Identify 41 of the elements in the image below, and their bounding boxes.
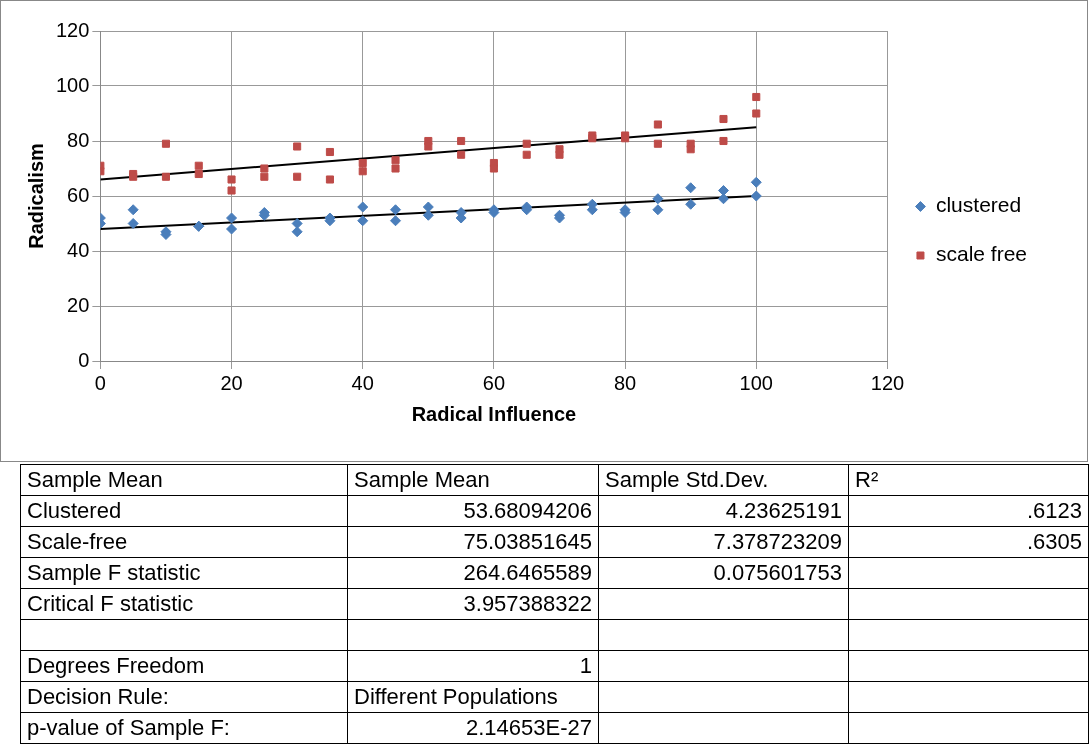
x-tick-label: 100 (739, 371, 773, 394)
category-label: R² (848, 464, 1089, 496)
x-tick-label: 20 (220, 371, 243, 394)
category-label: Critical F statistic (27, 591, 194, 616)
text: 0.075601753 (713, 560, 842, 585)
text: 7.378723209 (713, 529, 842, 554)
y-tick-label: 60 (67, 183, 90, 206)
category-label: Sample Std.Dev. (598, 464, 849, 496)
x-tick-label: 0 (94, 371, 106, 394)
x-tick-label: 80 (613, 371, 637, 394)
text: 1 (579, 653, 592, 678)
text: 264.6465589 (463, 560, 592, 585)
x-tick-label: 40 (351, 371, 374, 394)
text: .6305 (1026, 529, 1082, 554)
y-axis-title: Radicalism (24, 143, 47, 249)
text: 53.68094206 (463, 498, 592, 523)
text: 3.957388322 (463, 591, 592, 616)
category-label: Degrees Freedom (27, 653, 205, 678)
category-label: Sample Mean (20, 464, 348, 496)
text: 2.14653E-27 (466, 715, 592, 740)
category-label: Decision Rule: (27, 684, 169, 709)
category-label: Clustered (27, 498, 122, 523)
text: .6123 (1026, 498, 1082, 523)
y-tick-label: 120 (55, 18, 90, 41)
y-tick-label: 80 (67, 128, 90, 151)
x-tick-label: 60 (482, 371, 506, 394)
x-axis-title: Radical Influence (411, 402, 577, 425)
y-tick-label: 40 (67, 238, 90, 261)
x-tick-label: 120 (870, 371, 905, 394)
y-tick-label: 0 (78, 348, 90, 371)
category-label: p-value of Sample F: (27, 715, 230, 740)
text: 75.03851645 (463, 529, 592, 554)
legend-label: scale free (935, 242, 1027, 266)
category-label: Scale-free (27, 529, 128, 554)
text: Different Populations (354, 684, 558, 709)
text: 4.23625191 (725, 498, 842, 523)
y-tick-label: 100 (55, 73, 90, 96)
category-label: Sample F statistic (27, 560, 201, 585)
category-label: Sample Mean (347, 464, 599, 496)
y-tick-label: 20 (67, 293, 90, 316)
legend-label: clustered (935, 193, 1022, 217)
